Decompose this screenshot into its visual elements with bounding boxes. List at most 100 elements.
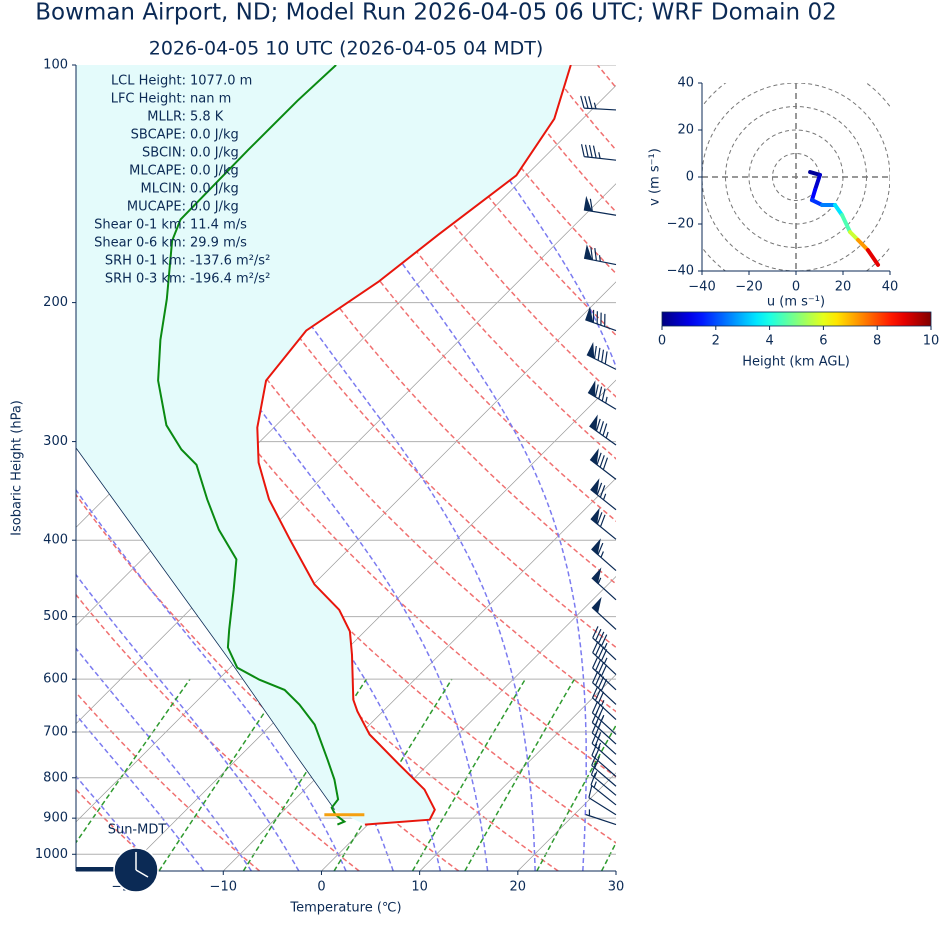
page-title: Bowman Airport, ND; Model Run 2026-04-05…	[35, 0, 836, 26]
hodo-y-tick-label: 40	[677, 76, 694, 91]
dry-adiabat	[648, 65, 940, 871]
y-tick-label: 700	[43, 725, 68, 740]
dry-adiabat	[76, 788, 161, 871]
x-tick-label: 10	[411, 880, 428, 895]
y-tick-label: 1000	[35, 847, 68, 862]
x-tick-label: 30	[608, 880, 625, 895]
parameter-label: MUCAPE:	[127, 200, 186, 215]
isotherm	[76, 281, 616, 823]
moist-adiabat	[278, 65, 587, 871]
x-tick-label: 0	[317, 880, 325, 895]
wind-barb	[592, 670, 617, 705]
parameter-value: 0.0 J/kg	[190, 164, 239, 179]
wind-barb	[592, 640, 617, 676]
parameter-label: SRH 0-1 km:	[105, 254, 186, 269]
hodo-x-tick-label: −20	[735, 280, 762, 295]
wind-barb	[585, 306, 617, 332]
hodo-y-tick-label: 20	[677, 123, 694, 138]
parameter-label: Shear 0-6 km:	[94, 236, 186, 251]
colorbar-tick-label: 0	[658, 334, 666, 349]
x-tick-label: −10	[210, 880, 237, 895]
wind-barb	[591, 743, 617, 777]
hodo-segment	[840, 213, 853, 234]
isotherm	[615, 870, 616, 871]
y-tick-label: 500	[43, 609, 68, 624]
dry-adiabat	[852, 65, 940, 871]
dry-adiabat	[495, 65, 616, 213]
wind-barb	[585, 809, 617, 826]
isotherm	[76, 183, 616, 725]
x-tick-label: 20	[510, 880, 527, 895]
wind-barb	[591, 567, 617, 601]
dry-adiabat	[190, 65, 616, 585]
isotherm	[911, 65, 940, 871]
wind-barb	[592, 656, 617, 691]
moist-adiabat	[76, 775, 157, 871]
y-tick-label: 800	[43, 770, 68, 785]
wind-barb	[592, 626, 617, 661]
mixing-ratio-line	[649, 679, 746, 871]
wind-barb	[590, 478, 617, 511]
dry-adiabat	[750, 65, 940, 871]
parameter-label: MLCAPE:	[129, 164, 186, 179]
wind-barb	[591, 731, 617, 766]
dry-adiabat	[76, 280, 616, 844]
wind-barb	[591, 538, 617, 571]
colorbar-tick-label: 4	[765, 334, 773, 349]
parameter-value: -137.6 m²/s²	[190, 254, 270, 269]
parameter-label: SBCIN:	[142, 146, 186, 161]
hodo-x-tick-label: 40	[882, 280, 899, 295]
hodograph: −40 −20 0 20 40 −40 −20 0 20 40 0 2 4 6 8 10	[658, 76, 939, 349]
clock-icon	[113, 847, 159, 893]
hodo-y-tick-label: −20	[667, 217, 694, 232]
wind-barb	[587, 380, 617, 410]
y-tick-label: 200	[43, 295, 68, 310]
parameter-value: -196.4 m²/s²	[190, 272, 270, 287]
parameter-label: LCL Height:	[111, 74, 186, 89]
chart-title: 2026-04-05 10 UTC (2026-04-05 04 MDT)	[149, 38, 544, 60]
parameter-label: MLLR:	[147, 110, 186, 125]
moist-adiabat	[727, 65, 856, 871]
colorbar-tick-label: 6	[819, 334, 827, 349]
wind-barb	[583, 244, 617, 266]
parameter-label: MLCIN:	[141, 182, 186, 197]
wind-barb	[591, 596, 617, 630]
wind-barb	[590, 762, 617, 796]
parcel-line	[76, 447, 336, 810]
parameter-label: Shear 0-1 km:	[94, 218, 186, 233]
isotherm	[419, 674, 616, 871]
hodo-segment	[865, 248, 881, 267]
moist-adiabat	[76, 647, 253, 871]
hodo-x-label: u (m s⁻¹)	[767, 295, 825, 310]
wind-barb	[588, 785, 617, 816]
isotherm	[812, 65, 940, 871]
wind-barb	[580, 95, 617, 111]
y-axis-label: Isobaric Height (hPa)	[10, 400, 25, 536]
moist-adiabat	[76, 573, 300, 871]
hodo-x-tick-label: 0	[792, 280, 800, 295]
wind-barb	[591, 721, 617, 755]
dry-adiabat	[342, 65, 616, 398]
colorbar-tick-label: 2	[712, 334, 720, 349]
wind-barb	[586, 342, 617, 370]
wind-barb	[583, 195, 617, 216]
wind-barb	[580, 144, 617, 161]
mixing-ratio-line	[600, 841, 616, 871]
isotherm	[517, 772, 616, 871]
mixing-ratio-line	[158, 678, 288, 871]
colorbar-tick-label: 8	[873, 334, 881, 349]
wind-barb	[590, 772, 617, 806]
hodo-segment	[856, 237, 870, 253]
parameter-value: 0.0 J/kg	[190, 200, 239, 215]
clock-label: Sun-MDT	[108, 823, 167, 838]
parameter-value: nan m	[190, 92, 231, 107]
foreground: 1002003004005006007008009001000−20−10010…	[35, 58, 624, 895]
hodo-segment	[833, 202, 845, 218]
parameter-value: 0.0 J/kg	[190, 146, 239, 161]
dry-adiabat	[240, 65, 616, 522]
parameter-value: 11.4 m/s	[190, 218, 247, 233]
moist-adiabat	[162, 65, 536, 871]
parameter-value: 29.9 m/s	[190, 236, 247, 251]
cin-shading	[76, 65, 571, 825]
